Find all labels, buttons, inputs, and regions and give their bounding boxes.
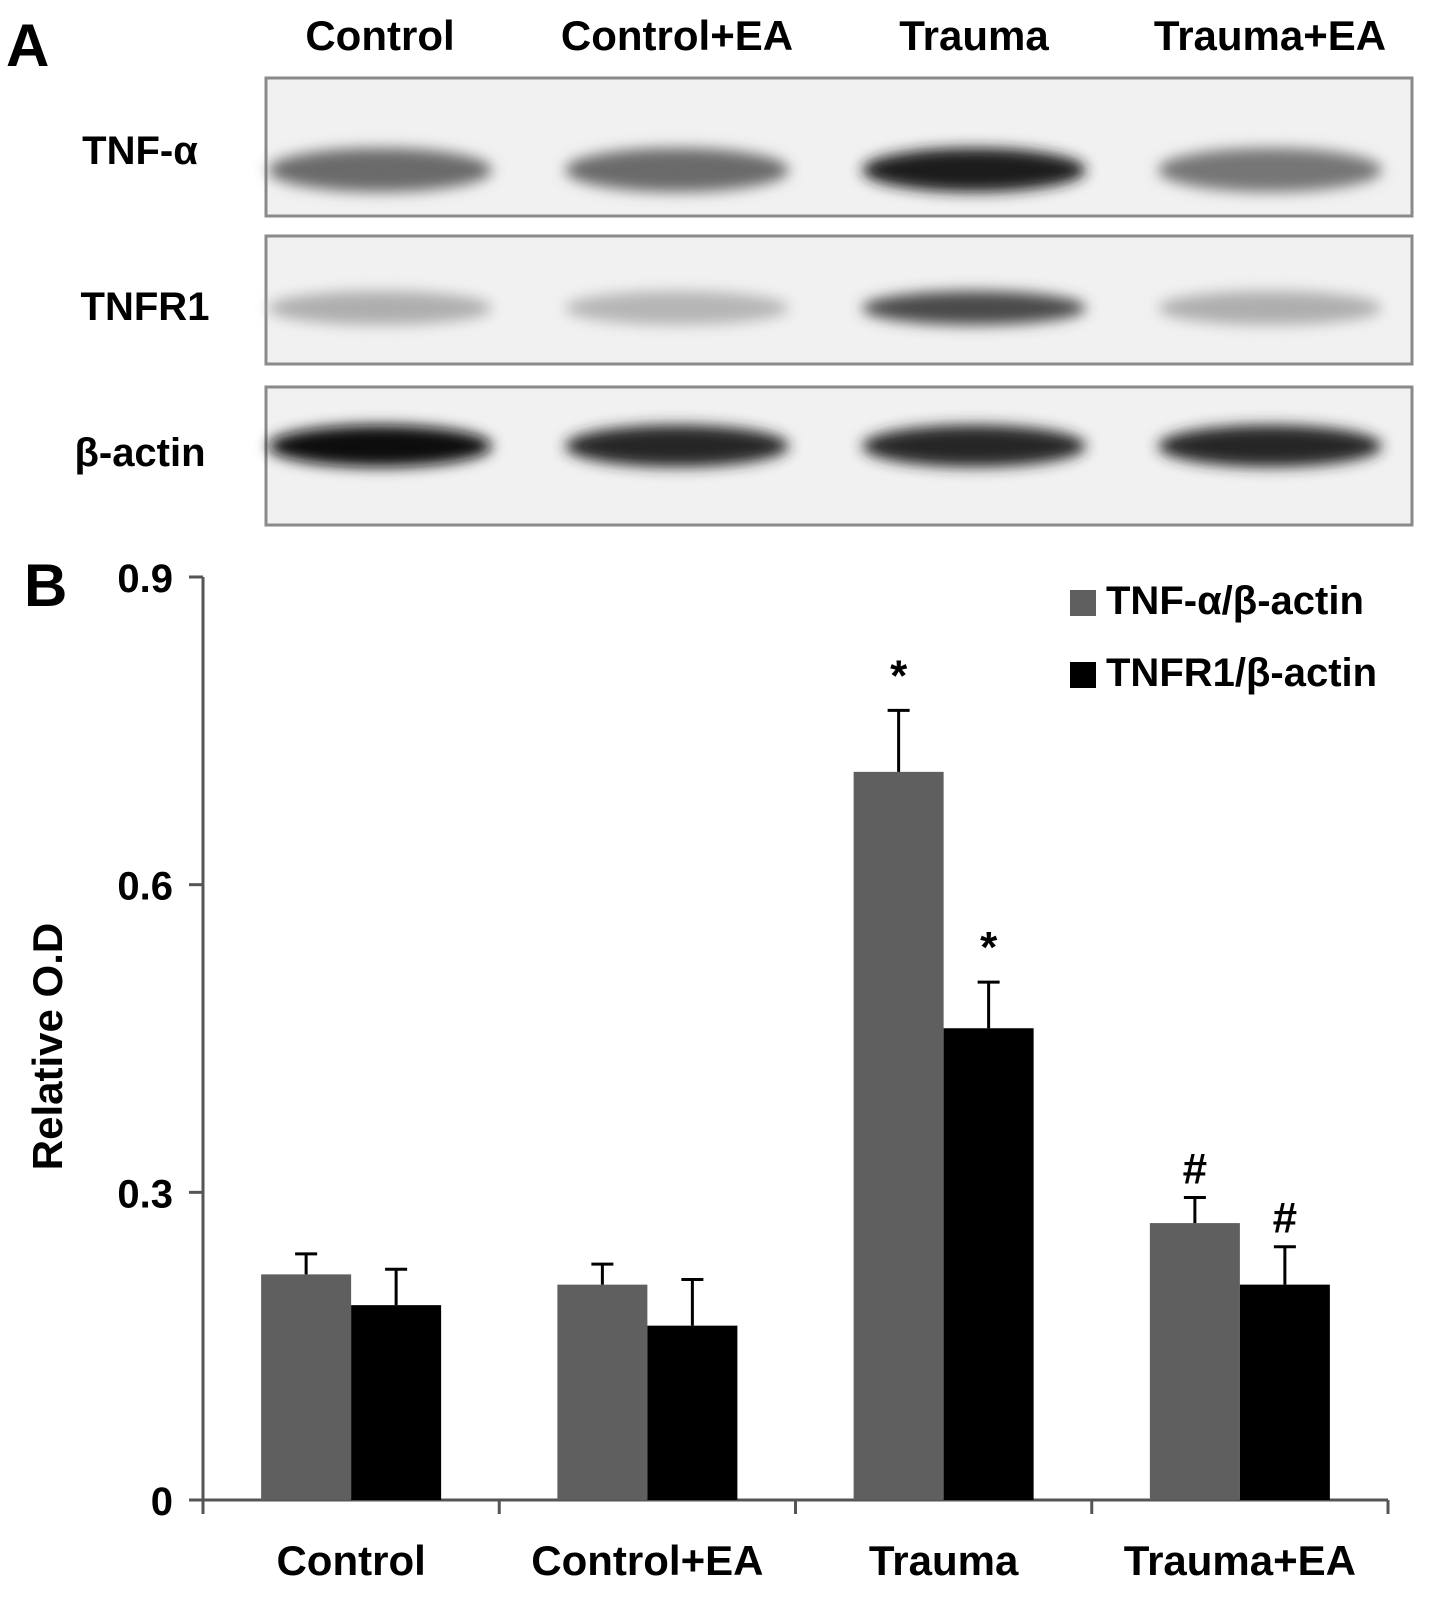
blot-label-tnfr1: TNFR1 xyxy=(81,285,210,329)
blot-label-beta-actin: β-actin xyxy=(74,431,205,475)
x-category-label: Trauma xyxy=(869,1537,1019,1584)
bar-chart: 0 0.3 0.6 0.9 Relative O.D * # * # Control Control… xyxy=(24,557,1390,1584)
panel-a: A Control Control+EA Trauma Trauma+EA TN… xyxy=(6,12,1414,527)
x-category-label: Control+EA xyxy=(531,1537,763,1584)
blot-band xyxy=(1158,291,1382,325)
x-category-label: Trauma+EA xyxy=(1124,1537,1356,1584)
lane-header-trauma: Trauma xyxy=(899,12,1049,59)
y-tick-label: 0 xyxy=(151,1480,173,1524)
blot-band xyxy=(565,425,789,467)
blot-label-tnf-alpha: TNF-α xyxy=(82,129,198,173)
legend-swatch xyxy=(1070,662,1096,688)
blot-band xyxy=(1158,425,1382,467)
panel-b: B 0 0.3 0.6 0.9 Relative O.D * # * # Control Contr… xyxy=(24,552,1390,1584)
legend-swatch xyxy=(1070,590,1096,616)
error-bar xyxy=(1273,1245,1296,1285)
blot-band xyxy=(565,148,789,192)
bar-tnfr1 xyxy=(943,1028,1034,1500)
significance-marker: * xyxy=(890,651,908,700)
bar-tnf-alpha xyxy=(1149,1223,1240,1500)
significance-marker: # xyxy=(1273,1194,1297,1243)
blot-band xyxy=(862,148,1086,192)
lane-header-trauma-ea: Trauma+EA xyxy=(1154,12,1386,59)
y-tick-label: 0.3 xyxy=(117,1172,173,1216)
legend-label: TNFR1/β-actin xyxy=(1106,651,1377,695)
legend: TNF-α/β-actin TNFR1/β-actin xyxy=(1070,579,1377,695)
y-tick-label: 0.9 xyxy=(117,557,173,601)
lane-header-control-ea: Control+EA xyxy=(561,12,793,59)
x-category-label: Control xyxy=(276,1537,425,1584)
bar-tnf-alpha xyxy=(557,1284,648,1500)
blot-band xyxy=(862,425,1086,467)
blot-band xyxy=(862,291,1086,325)
bar-tnfr1 xyxy=(647,1325,738,1500)
panel-b-letter: B xyxy=(24,552,67,619)
blot-band xyxy=(268,148,492,192)
bar-tnf-alpha xyxy=(261,1274,352,1500)
bar-tnfr1 xyxy=(1239,1284,1330,1500)
y-tick-label: 0.6 xyxy=(117,865,173,909)
y-axis-label: Relative O.D xyxy=(24,923,71,1170)
error-bar xyxy=(977,980,1000,1029)
lane-header-control: Control xyxy=(305,12,454,59)
blot-band xyxy=(565,291,789,325)
error-bar xyxy=(385,1267,408,1306)
bar-tnfr1 xyxy=(351,1305,442,1500)
significance-marker: # xyxy=(1183,1144,1207,1193)
blot-strip-tnf-alpha xyxy=(264,76,1414,218)
legend-label: TNF-α/β-actin xyxy=(1106,579,1364,623)
blot-band xyxy=(268,291,492,325)
bar-tnf-alpha xyxy=(853,771,944,1500)
blot-strip-tnfr1 xyxy=(264,234,1414,366)
error-bar xyxy=(887,708,910,772)
panel-a-letter: A xyxy=(6,12,49,79)
significance-marker: * xyxy=(980,923,998,972)
blot-band xyxy=(268,425,492,467)
error-bar xyxy=(1183,1195,1206,1224)
blot-frame xyxy=(264,76,1414,218)
error-bar xyxy=(295,1252,318,1275)
error-bar xyxy=(591,1262,614,1285)
blot-band xyxy=(1158,148,1382,192)
blot-strip-beta-actin xyxy=(264,385,1414,527)
error-bar xyxy=(681,1278,704,1326)
